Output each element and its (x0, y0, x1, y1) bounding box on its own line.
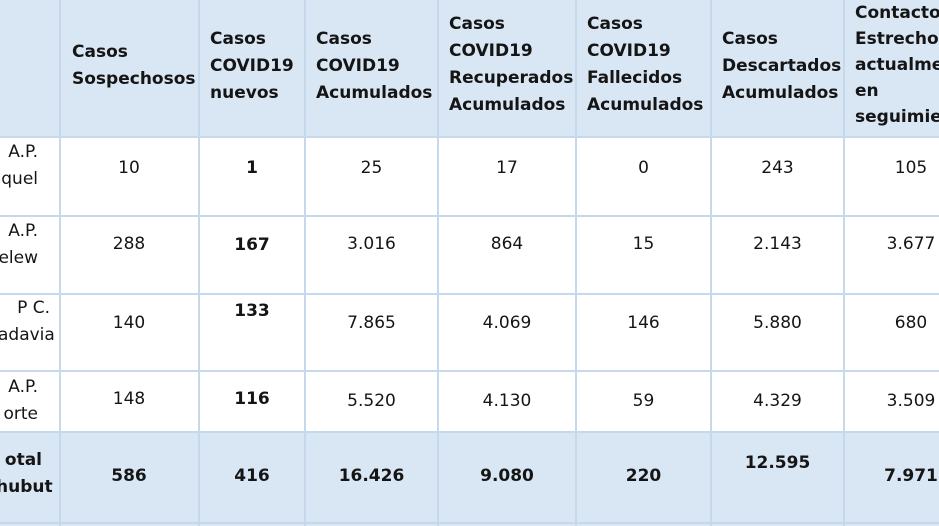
row-divider (0, 431, 939, 433)
cell-acumulados: 3.016 (347, 234, 396, 254)
cell-descartados: 2.143 (753, 234, 802, 254)
column-divider (198, 0, 200, 526)
total-fallecidos: 220 (625, 466, 662, 486)
total-contactos: 7.971 (884, 466, 938, 486)
total-row-label: otal hubut (0, 450, 53, 497)
cell-recuperados: 4.130 (482, 391, 532, 411)
cell-fallecidos: 0 (638, 158, 649, 178)
cell-sospechosos: 148 (112, 389, 146, 409)
row-label: A.P. quel (1, 142, 38, 189)
cell-fallecidos: 59 (632, 391, 655, 411)
cell-sospechosos: 140 (112, 313, 146, 333)
total-sospechosos: 586 (111, 466, 147, 486)
cell-recuperados: 4.069 (482, 313, 532, 333)
header-contactos-estrechos: Contactos Estrechos actualme en seguimie… (855, 3, 939, 127)
total-acumulados: 16.426 (338, 466, 405, 486)
column-divider (710, 0, 712, 526)
row-label: A.P. elew (0, 221, 38, 268)
cell-sospechosos: 288 (112, 234, 146, 254)
column-divider (575, 0, 577, 526)
cell-acumulados: 25 (360, 158, 383, 178)
cell-descartados: 4.329 (753, 391, 802, 411)
row-divider (0, 370, 939, 372)
cell-contactos: 3.677 (886, 234, 936, 254)
total-descartados: 12.595 (744, 453, 811, 473)
column-divider (437, 0, 439, 526)
cell-descartados: 5.880 (753, 313, 802, 333)
cell-nuevos: 116 (234, 389, 270, 409)
row-divider (0, 215, 939, 217)
column-divider (304, 0, 306, 526)
header-casos-covid19-nuevos: Casos COVID19 nuevos (210, 29, 294, 103)
cell-recuperados: 864 (490, 234, 524, 254)
total-row-background (0, 432, 939, 526)
header-casos-covid19-recuperados: Casos COVID19 Recuperados Acumulados (449, 14, 574, 115)
cell-contactos: 3.509 (886, 391, 936, 411)
cell-fallecidos: 15 (632, 234, 655, 254)
header-row-background (0, 0, 939, 137)
row-divider (0, 522, 939, 524)
row-divider (0, 293, 939, 295)
cell-descartados: 243 (761, 158, 794, 178)
row-divider (0, 136, 939, 138)
cell-acumulados: 7.865 (347, 313, 396, 333)
cell-acumulados: 5.520 (347, 391, 396, 411)
cell-nuevos: 133 (234, 301, 270, 321)
header-casos-covid19-fallecidos: Casos COVID19 Fallecidos Acumulados (587, 14, 704, 115)
column-divider (843, 0, 845, 526)
total-recuperados: 9.080 (480, 466, 534, 486)
cell-nuevos: 167 (234, 235, 270, 255)
cell-recuperados: 17 (496, 158, 518, 178)
header-casos-covid19-acumulados: Casos COVID19 Acumulados (316, 29, 433, 103)
header-casos-descartados: Casos Descartados Acumulados (722, 29, 842, 103)
total-nuevos: 416 (234, 466, 270, 486)
cell-contactos: 105 (894, 158, 928, 178)
cell-contactos: 680 (894, 313, 928, 333)
cell-sospechosos: 10 (118, 158, 140, 178)
row-label: A.P. orte (3, 377, 38, 424)
cell-fallecidos: 146 (627, 313, 660, 333)
header-casos-sospechosos: Casos Sospechosos (72, 42, 196, 89)
column-divider (59, 0, 61, 526)
cell-nuevos: 1 (246, 158, 258, 178)
row-label: P C. adavia (0, 298, 55, 345)
